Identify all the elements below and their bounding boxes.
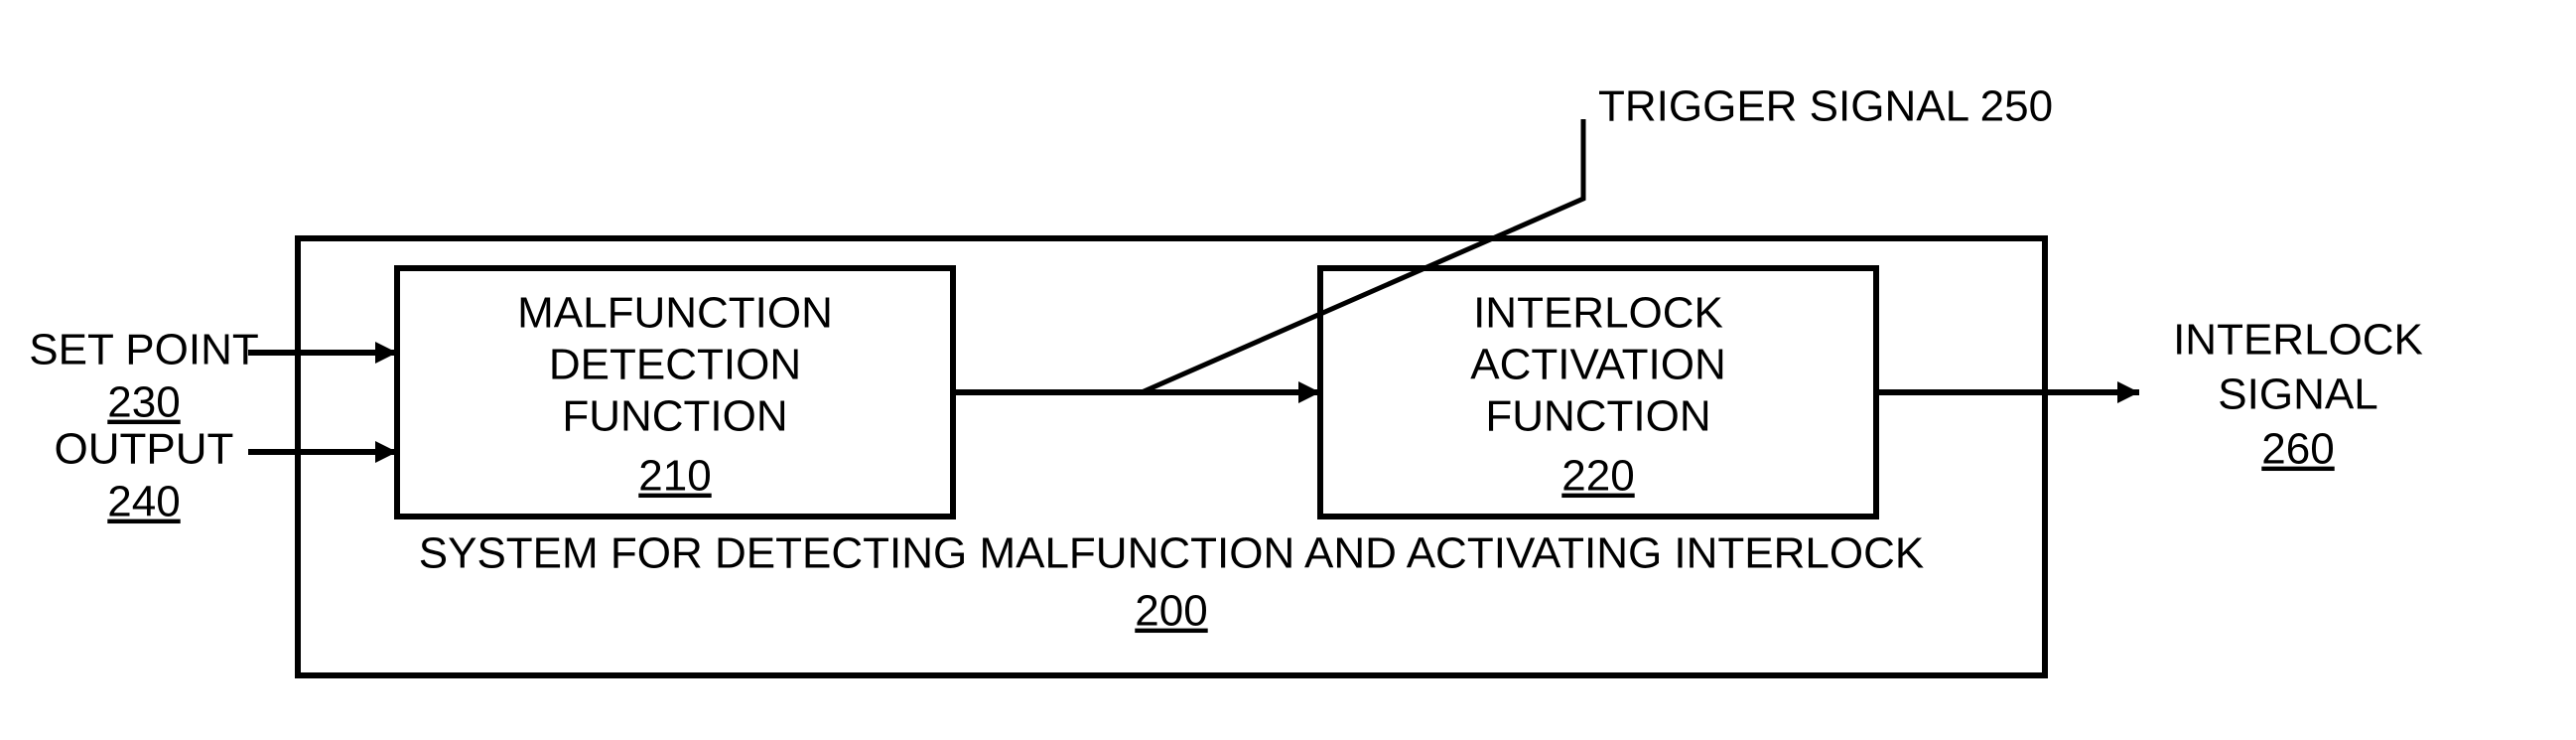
label-output-0: OUTPUT	[55, 425, 234, 474]
label-interlock-signal-2: 260	[2261, 425, 2334, 474]
system-title: SYSTEM FOR DETECTING MALFUNCTION AND ACT…	[419, 529, 1925, 578]
malfunction-box-line1: DETECTION	[549, 341, 801, 389]
label-trigger-0: TRIGGER SIGNAL 250	[1598, 82, 2053, 131]
malfunction-box-number: 210	[638, 452, 711, 501]
label-output-1: 240	[107, 478, 180, 526]
interlock-box-line2: FUNCTION	[1485, 392, 1710, 441]
label-set-point-1: 230	[107, 378, 180, 427]
interlock-box-number: 220	[1561, 452, 1634, 501]
label-set-point-0: SET POINT	[29, 326, 258, 374]
label-trigger: TRIGGER SIGNAL 250	[1598, 82, 2053, 131]
interlock-box-line0: INTERLOCK	[1473, 289, 1723, 338]
system-number: 200	[1135, 587, 1207, 636]
interlock-box-line1: ACTIVATION	[1470, 341, 1726, 389]
label-interlock-signal-0: INTERLOCK	[2173, 316, 2423, 365]
label-interlock-signal-1: SIGNAL	[2218, 370, 2377, 419]
malfunction-box-line2: FUNCTION	[562, 392, 787, 441]
malfunction-box-line0: MALFUNCTION	[517, 289, 833, 338]
